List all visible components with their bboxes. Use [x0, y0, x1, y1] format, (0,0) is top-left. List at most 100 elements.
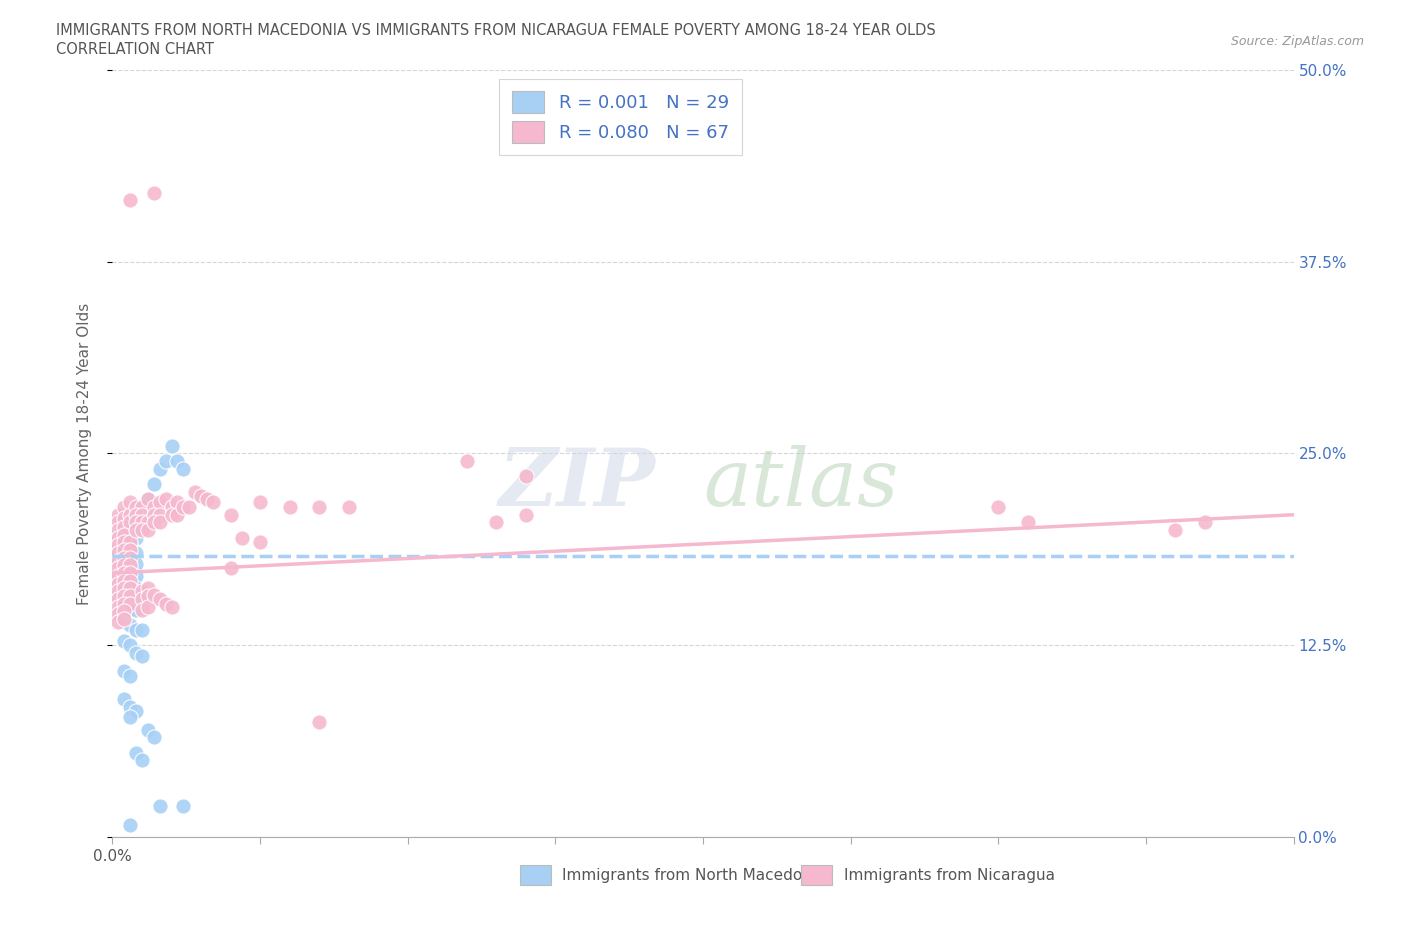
Point	[337, 499, 360, 514]
Point	[195, 492, 218, 507]
Point	[166, 454, 188, 469]
Point	[219, 508, 242, 523]
Point	[112, 527, 135, 542]
Point	[107, 600, 129, 615]
Point	[112, 511, 135, 525]
Point	[149, 799, 172, 814]
Text: Immigrants from North Macedonia: Immigrants from North Macedonia	[562, 868, 825, 883]
Point	[112, 542, 135, 557]
Point	[120, 638, 142, 653]
Point	[120, 573, 142, 588]
Point	[120, 603, 142, 618]
Point	[166, 495, 188, 510]
Point	[155, 492, 177, 507]
Point	[107, 577, 129, 591]
Point	[249, 495, 271, 510]
Point	[456, 454, 478, 469]
Text: atlas: atlas	[703, 445, 898, 523]
Point	[136, 600, 159, 615]
Point	[112, 577, 135, 591]
Point	[112, 615, 135, 630]
Point	[107, 553, 129, 568]
Point	[172, 461, 194, 476]
Point	[112, 565, 135, 580]
Point	[125, 745, 148, 760]
Point	[112, 556, 135, 571]
Point	[515, 469, 537, 484]
Point	[136, 723, 159, 737]
Point	[125, 581, 148, 596]
Point	[219, 561, 242, 576]
Point	[120, 558, 142, 573]
Point	[179, 499, 201, 514]
Point	[112, 589, 135, 604]
Point	[149, 508, 172, 523]
Point	[142, 587, 165, 602]
Point	[112, 581, 135, 596]
Point	[125, 556, 148, 571]
Point	[125, 530, 148, 545]
Point	[131, 753, 153, 768]
Point	[142, 499, 165, 514]
Point	[125, 508, 148, 523]
Point	[107, 607, 129, 622]
Point	[112, 633, 135, 648]
Point	[131, 523, 153, 538]
Point	[120, 538, 142, 553]
Point	[1194, 515, 1216, 530]
Point	[107, 530, 129, 545]
Point	[107, 587, 129, 602]
Point	[112, 692, 135, 707]
Point	[112, 546, 135, 561]
Point	[125, 515, 148, 530]
Point	[136, 515, 159, 530]
Point	[120, 817, 142, 832]
Point	[278, 499, 301, 514]
Point	[125, 622, 148, 637]
Point	[231, 530, 253, 545]
Point	[166, 508, 188, 523]
Point	[120, 193, 142, 207]
Point	[107, 546, 129, 561]
Point	[112, 515, 135, 530]
Point	[120, 581, 142, 596]
Point	[125, 645, 148, 660]
Point	[249, 535, 271, 550]
Point	[120, 551, 142, 565]
Point	[149, 461, 172, 476]
Point	[485, 515, 508, 530]
Point	[136, 581, 159, 596]
Point	[120, 596, 142, 611]
Text: Immigrants from Nicaragua: Immigrants from Nicaragua	[844, 868, 1054, 883]
Point	[107, 561, 129, 576]
Point	[112, 520, 135, 535]
Point	[125, 569, 148, 584]
Point	[120, 515, 142, 530]
Point	[125, 499, 148, 514]
Point	[112, 499, 135, 514]
Point	[107, 553, 129, 568]
Text: CORRELATION CHART: CORRELATION CHART	[56, 42, 214, 57]
Point	[112, 530, 135, 545]
Point	[149, 495, 172, 510]
Text: ZIP: ZIP	[499, 445, 655, 523]
Point	[160, 438, 183, 453]
Point	[107, 508, 129, 523]
Point	[125, 591, 148, 606]
Point	[125, 523, 148, 538]
Legend: R = 0.001   N = 29, R = 0.080   N = 67: R = 0.001 N = 29, R = 0.080 N = 67	[499, 79, 741, 155]
Point	[120, 710, 142, 724]
Point	[120, 530, 142, 545]
Point	[142, 515, 165, 530]
Text: IMMIGRANTS FROM NORTH MACEDONIA VS IMMIGRANTS FROM NICARAGUA FEMALE POVERTY AMON: IMMIGRANTS FROM NORTH MACEDONIA VS IMMIG…	[56, 23, 936, 38]
Point	[131, 508, 153, 523]
Point	[172, 499, 194, 514]
Point	[184, 485, 207, 499]
Point	[112, 573, 135, 588]
Point	[120, 569, 142, 584]
Point	[160, 508, 183, 523]
Point	[107, 546, 129, 561]
Point	[136, 589, 159, 604]
Point	[112, 535, 135, 550]
Point	[107, 569, 129, 584]
